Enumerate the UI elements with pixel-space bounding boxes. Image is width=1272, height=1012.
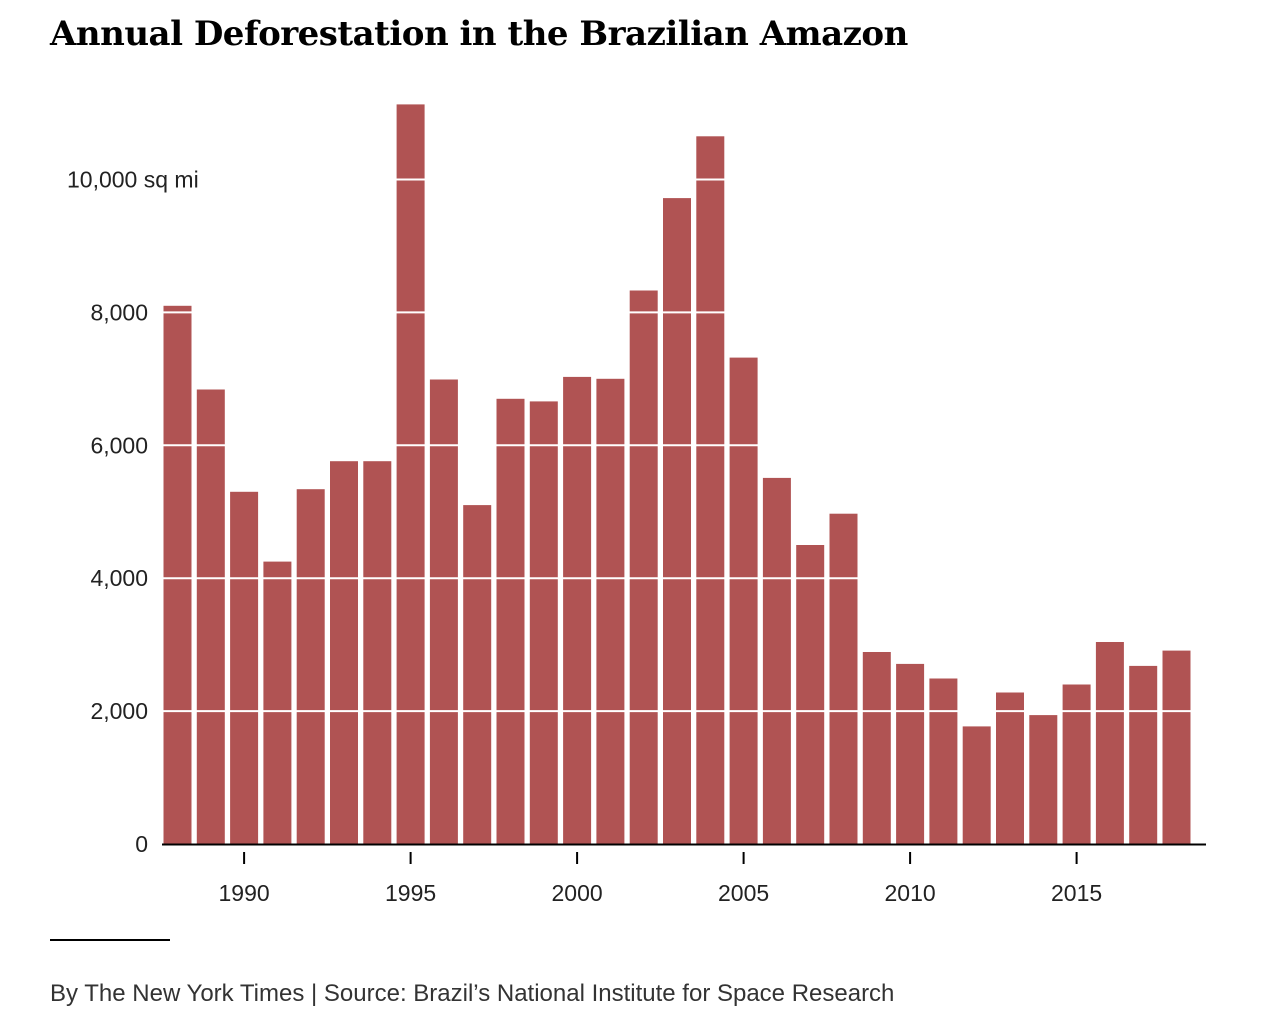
- bar-1990: [230, 491, 259, 844]
- bar-1988: [163, 305, 192, 844]
- bar-chart: 0 2,000 4,000 6,000 8,000 10,000 sq mi 1990 199…: [67, 104, 1206, 907]
- bar-2010: [896, 663, 925, 844]
- bar-1996: [429, 379, 458, 844]
- bar-1993: [330, 461, 358, 844]
- bar-1997: [463, 505, 492, 844]
- bar-2014: [1029, 715, 1058, 844]
- bar-2007: [796, 545, 825, 844]
- y-tick-label-2000: 2,000: [90, 698, 148, 724]
- bar-2008: [829, 513, 858, 844]
- bar-1989: [196, 389, 225, 844]
- y-tick-label-0: 0: [135, 831, 148, 857]
- bar-2016: [1095, 642, 1124, 844]
- bar-2003: [663, 198, 691, 845]
- bar-2015: [1062, 684, 1091, 844]
- y-tick-label-6000: 6,000: [90, 432, 148, 458]
- bar-2006: [762, 477, 791, 844]
- x-tick-label-2015: 2015: [1051, 880, 1102, 906]
- bar-1995: [396, 104, 425, 844]
- footer-rule: [50, 939, 170, 941]
- x-tick-label-2005: 2005: [718, 880, 769, 906]
- bar-1991: [263, 561, 292, 844]
- bar-2011: [929, 678, 958, 844]
- bar-2002: [629, 290, 658, 844]
- bar-2000: [563, 376, 592, 844]
- x-tick-label-1990: 1990: [219, 880, 270, 906]
- source-credit: By The New York Times | Source: Brazil’s…: [50, 980, 895, 1007]
- gridlines-layer: [162, 178, 1206, 713]
- bars-layer: [163, 104, 1191, 845]
- x-tick-label-2000: 2000: [552, 880, 603, 906]
- bar-2013: [996, 692, 1024, 844]
- bar-1999: [529, 401, 558, 844]
- y-tick-label-4000: 4,000: [90, 565, 148, 591]
- x-tick-label-1995: 1995: [385, 880, 436, 906]
- bar-2004: [696, 136, 725, 845]
- x-tick-label-2010: 2010: [885, 880, 936, 906]
- y-tick-label-8000: 8,000: [90, 299, 148, 325]
- bar-2017: [1129, 665, 1158, 844]
- bar-2018: [1162, 650, 1191, 844]
- y-tick-label-10000: 10,000 sq mi: [67, 167, 199, 193]
- bar-1998: [496, 398, 525, 844]
- axes-layer: [162, 843, 1206, 864]
- bar-1994: [363, 461, 392, 844]
- bar-2009: [862, 652, 891, 844]
- bar-2012: [962, 726, 991, 844]
- tick-labels-layer: 0 2,000 4,000 6,000 8,000 10,000 sq mi 1990 199…: [67, 167, 1102, 907]
- bar-2005: [729, 357, 758, 844]
- chart-title: Annual Deforestation in the Brazilian Am…: [50, 14, 908, 54]
- bar-2001: [596, 378, 625, 844]
- bar-1992: [296, 489, 325, 844]
